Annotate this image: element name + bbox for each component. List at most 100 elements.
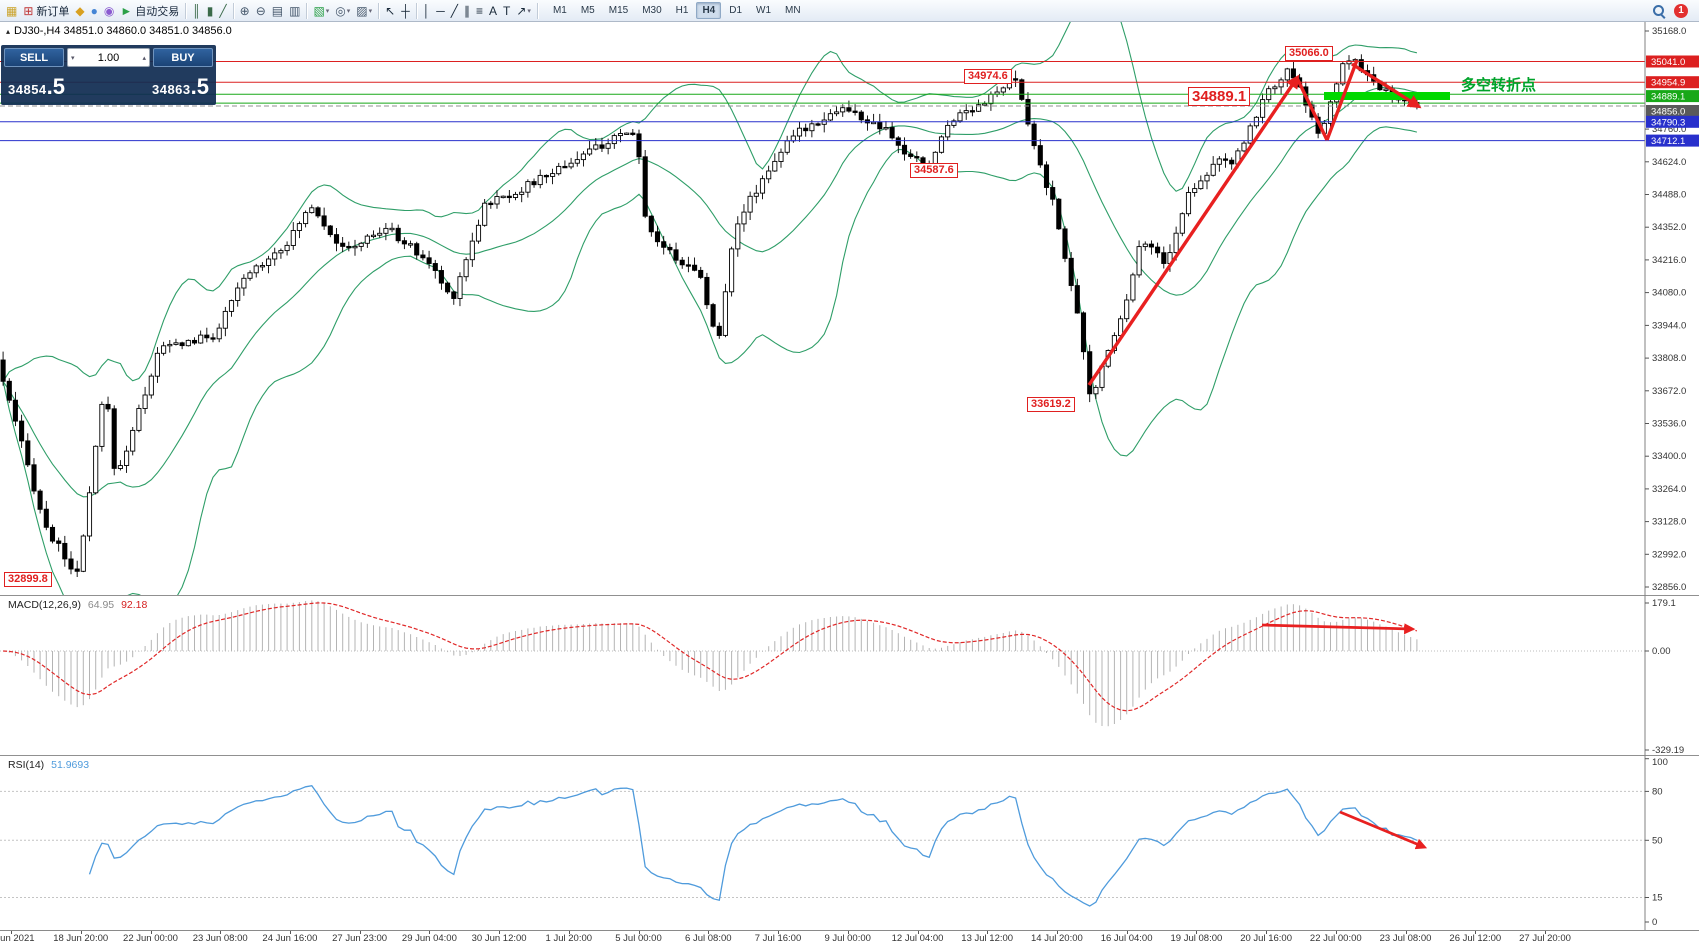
macd-panel[interactable]: 179.1 0.00 -329.19 bbox=[0, 595, 1699, 755]
time-label: 5 Jul 00:00 bbox=[615, 933, 662, 944]
zoom-out-icon[interactable]: ⊖ bbox=[253, 1, 269, 20]
templates-icon[interactable]: ▨ ▾ bbox=[353, 1, 375, 20]
price-label-box[interactable]: 34587.6 bbox=[910, 163, 958, 178]
price-label-box[interactable]: 33619.2 bbox=[1027, 397, 1075, 412]
price-label-box[interactable]: 34974.6 bbox=[964, 69, 1012, 84]
svg-text:33536.0: 33536.0 bbox=[1652, 419, 1686, 430]
rsi-trend-arrow[interactable] bbox=[1339, 810, 1428, 850]
dropdown-caret-icon[interactable]: ▾ bbox=[325, 7, 330, 15]
trendline-tool-icon[interactable]: ╱ bbox=[448, 1, 461, 20]
lot-increase-icon[interactable]: ▴ bbox=[142, 54, 146, 62]
community-icon: ● bbox=[90, 3, 98, 18]
price-label-box[interactable]: 34889.1 bbox=[1188, 87, 1251, 106]
price-axis[interactable]: 35168.0 34760.0 34624.0 34488.0 34352.0 34216… bbox=[1644, 22, 1699, 595]
new-order-button: ⊞ bbox=[23, 3, 34, 18]
price-axis-tag bbox=[1646, 105, 1699, 117]
time-tick bbox=[1196, 931, 1198, 934]
timeframe-m5[interactable]: M5 bbox=[580, 5, 595, 16]
main-price-chart[interactable]: 35168.0 34760.0 34624.0 34488.0 34352.0 34216… bbox=[0, 22, 1699, 595]
search-icon[interactable] bbox=[1652, 4, 1665, 17]
auto-arrange-icon[interactable]: ▥ bbox=[286, 1, 303, 20]
timeframe-h4[interactable]: H4 bbox=[696, 2, 722, 19]
trend-arrow-segment[interactable] bbox=[1325, 59, 1359, 141]
time-tick bbox=[1335, 931, 1337, 934]
macd-trend-arrow[interactable] bbox=[1261, 623, 1416, 635]
timeframe-mn[interactable]: MN bbox=[785, 5, 801, 16]
price-label-box[interactable]: 32899.8 bbox=[4, 572, 52, 587]
sell-price: 34854.5 bbox=[8, 74, 66, 99]
time-axis[interactable]: 7 Jun 2021 18 Jun 20:00 22 Jun 00:00 23 Jun… bbox=[0, 930, 1699, 944]
cursor-tool-icon[interactable]: ↖ bbox=[382, 1, 398, 20]
time-tick bbox=[1545, 931, 1546, 934]
macd-histogram bbox=[8, 600, 1418, 727]
autotrading-button[interactable]: ► 自动交易 bbox=[117, 1, 182, 20]
one-click-trade-panel: SELL ▾ 1.00 ▴ BUY 34854.5 34863.5 bbox=[1, 45, 216, 105]
rsi-indicator-label: RSI(14) 51.9693 bbox=[8, 759, 89, 771]
dropdown-caret-icon[interactable]: ▾ bbox=[368, 7, 373, 15]
rsi-name: RSI(14) bbox=[8, 759, 45, 771]
buy-button[interactable]: BUY bbox=[153, 48, 213, 67]
timeframe-d1[interactable]: D1 bbox=[729, 5, 743, 16]
channel-tool-icon[interactable]: ∥ bbox=[461, 1, 473, 20]
lot-decrease-icon[interactable]: ▾ bbox=[71, 54, 75, 62]
community-icon[interactable]: ● bbox=[88, 1, 101, 20]
turning-point-annotation[interactable]: 多空转折点 bbox=[1461, 77, 1537, 94]
bar-chart-mode-icon[interactable]: ║ bbox=[189, 1, 204, 20]
text-tool-icon[interactable]: A bbox=[486, 1, 500, 20]
time-label: 13 Jul 12:00 bbox=[961, 933, 1014, 944]
line-chart-mode-icon: ╱ bbox=[219, 3, 227, 18]
time-tick bbox=[1405, 931, 1407, 934]
candlestick-mode-icon[interactable]: ▮ bbox=[204, 1, 217, 20]
dropdown-caret-icon[interactable]: ▾ bbox=[346, 7, 351, 15]
time-label: 6 Jul 08:00 bbox=[685, 933, 732, 944]
charts-window-icon[interactable]: ▦ bbox=[3, 1, 20, 20]
time-tick bbox=[568, 931, 570, 934]
toolbar-separator bbox=[185, 2, 187, 19]
notification-badge[interactable]: 1 bbox=[1674, 3, 1688, 18]
price-label-box[interactable]: 35066.0 bbox=[1285, 46, 1333, 61]
horizontal-line-tool-icon[interactable]: ─ bbox=[433, 1, 448, 20]
vertical-line-tool-icon: │ bbox=[422, 3, 431, 18]
time-tick bbox=[499, 931, 501, 934]
crosshair-tool-icon[interactable]: ┼ bbox=[398, 1, 413, 20]
sell-button[interactable]: SELL bbox=[4, 48, 64, 67]
time-tick bbox=[11, 931, 12, 934]
bollinger-bands bbox=[2, 22, 1418, 595]
metaeditor-icon[interactable]: ◆ bbox=[72, 1, 87, 20]
profiles-icon[interactable]: ◎ ▾ bbox=[332, 1, 353, 20]
time-tick bbox=[1475, 931, 1477, 934]
turning-point-zone-bar[interactable] bbox=[1324, 92, 1450, 100]
lot-size-field[interactable]: ▾ 1.00 ▴ bbox=[67, 48, 150, 67]
timeframe-h1[interactable]: H1 bbox=[675, 5, 689, 16]
timeframe-m15[interactable]: M15 bbox=[608, 5, 629, 16]
zoom-in-icon[interactable]: ⊕ bbox=[237, 1, 253, 20]
trend-arrow-segment[interactable] bbox=[1087, 74, 1300, 386]
tile-windows-icon[interactable]: ▤ bbox=[269, 1, 286, 20]
fibonacci-tool-icon[interactable]: ≡ bbox=[473, 1, 486, 20]
time-tick bbox=[847, 931, 849, 934]
time-label: 23 Jun 08:00 bbox=[192, 933, 248, 944]
time-label: 19 Jul 08:00 bbox=[1170, 933, 1223, 944]
timeframe-m1[interactable]: M1 bbox=[552, 5, 567, 16]
new-order-button[interactable]: ⊞ 新订单 bbox=[20, 1, 72, 20]
trend-arrows[interactable] bbox=[1087, 59, 1422, 386]
price-axis-tag bbox=[1646, 115, 1699, 128]
indicators-add-icon[interactable]: ▧ ▾ bbox=[310, 1, 332, 20]
timeframe-w1[interactable]: W1 bbox=[756, 5, 772, 16]
line-chart-mode-icon[interactable]: ╱ bbox=[216, 1, 229, 20]
svg-text:34790.3: 34790.3 bbox=[1651, 117, 1685, 128]
market-icon[interactable]: ◉ bbox=[101, 1, 117, 20]
templates-icon: ▨ bbox=[356, 3, 368, 18]
trend-arrow-segment[interactable] bbox=[1295, 77, 1329, 141]
rsi-value: 51.9693 bbox=[51, 759, 90, 771]
trend-arrow-segment[interactable] bbox=[1351, 62, 1422, 109]
svg-text:50: 50 bbox=[1652, 835, 1663, 846]
rsi-panel[interactable]: 100 80 50 15 0 bbox=[0, 755, 1699, 930]
label-tool-icon[interactable]: T bbox=[500, 1, 513, 20]
vertical-line-tool-icon[interactable]: │ bbox=[420, 1, 434, 20]
dropdown-caret-icon[interactable]: ▾ bbox=[527, 7, 531, 15]
panel-collapse-icon[interactable]: ▴ bbox=[6, 26, 11, 36]
timeframe-m30[interactable]: M30 bbox=[642, 5, 662, 16]
arrows-tool-icon[interactable]: ↗ ▾ bbox=[513, 1, 534, 20]
svg-text:34760.0: 34760.0 bbox=[1652, 124, 1686, 135]
